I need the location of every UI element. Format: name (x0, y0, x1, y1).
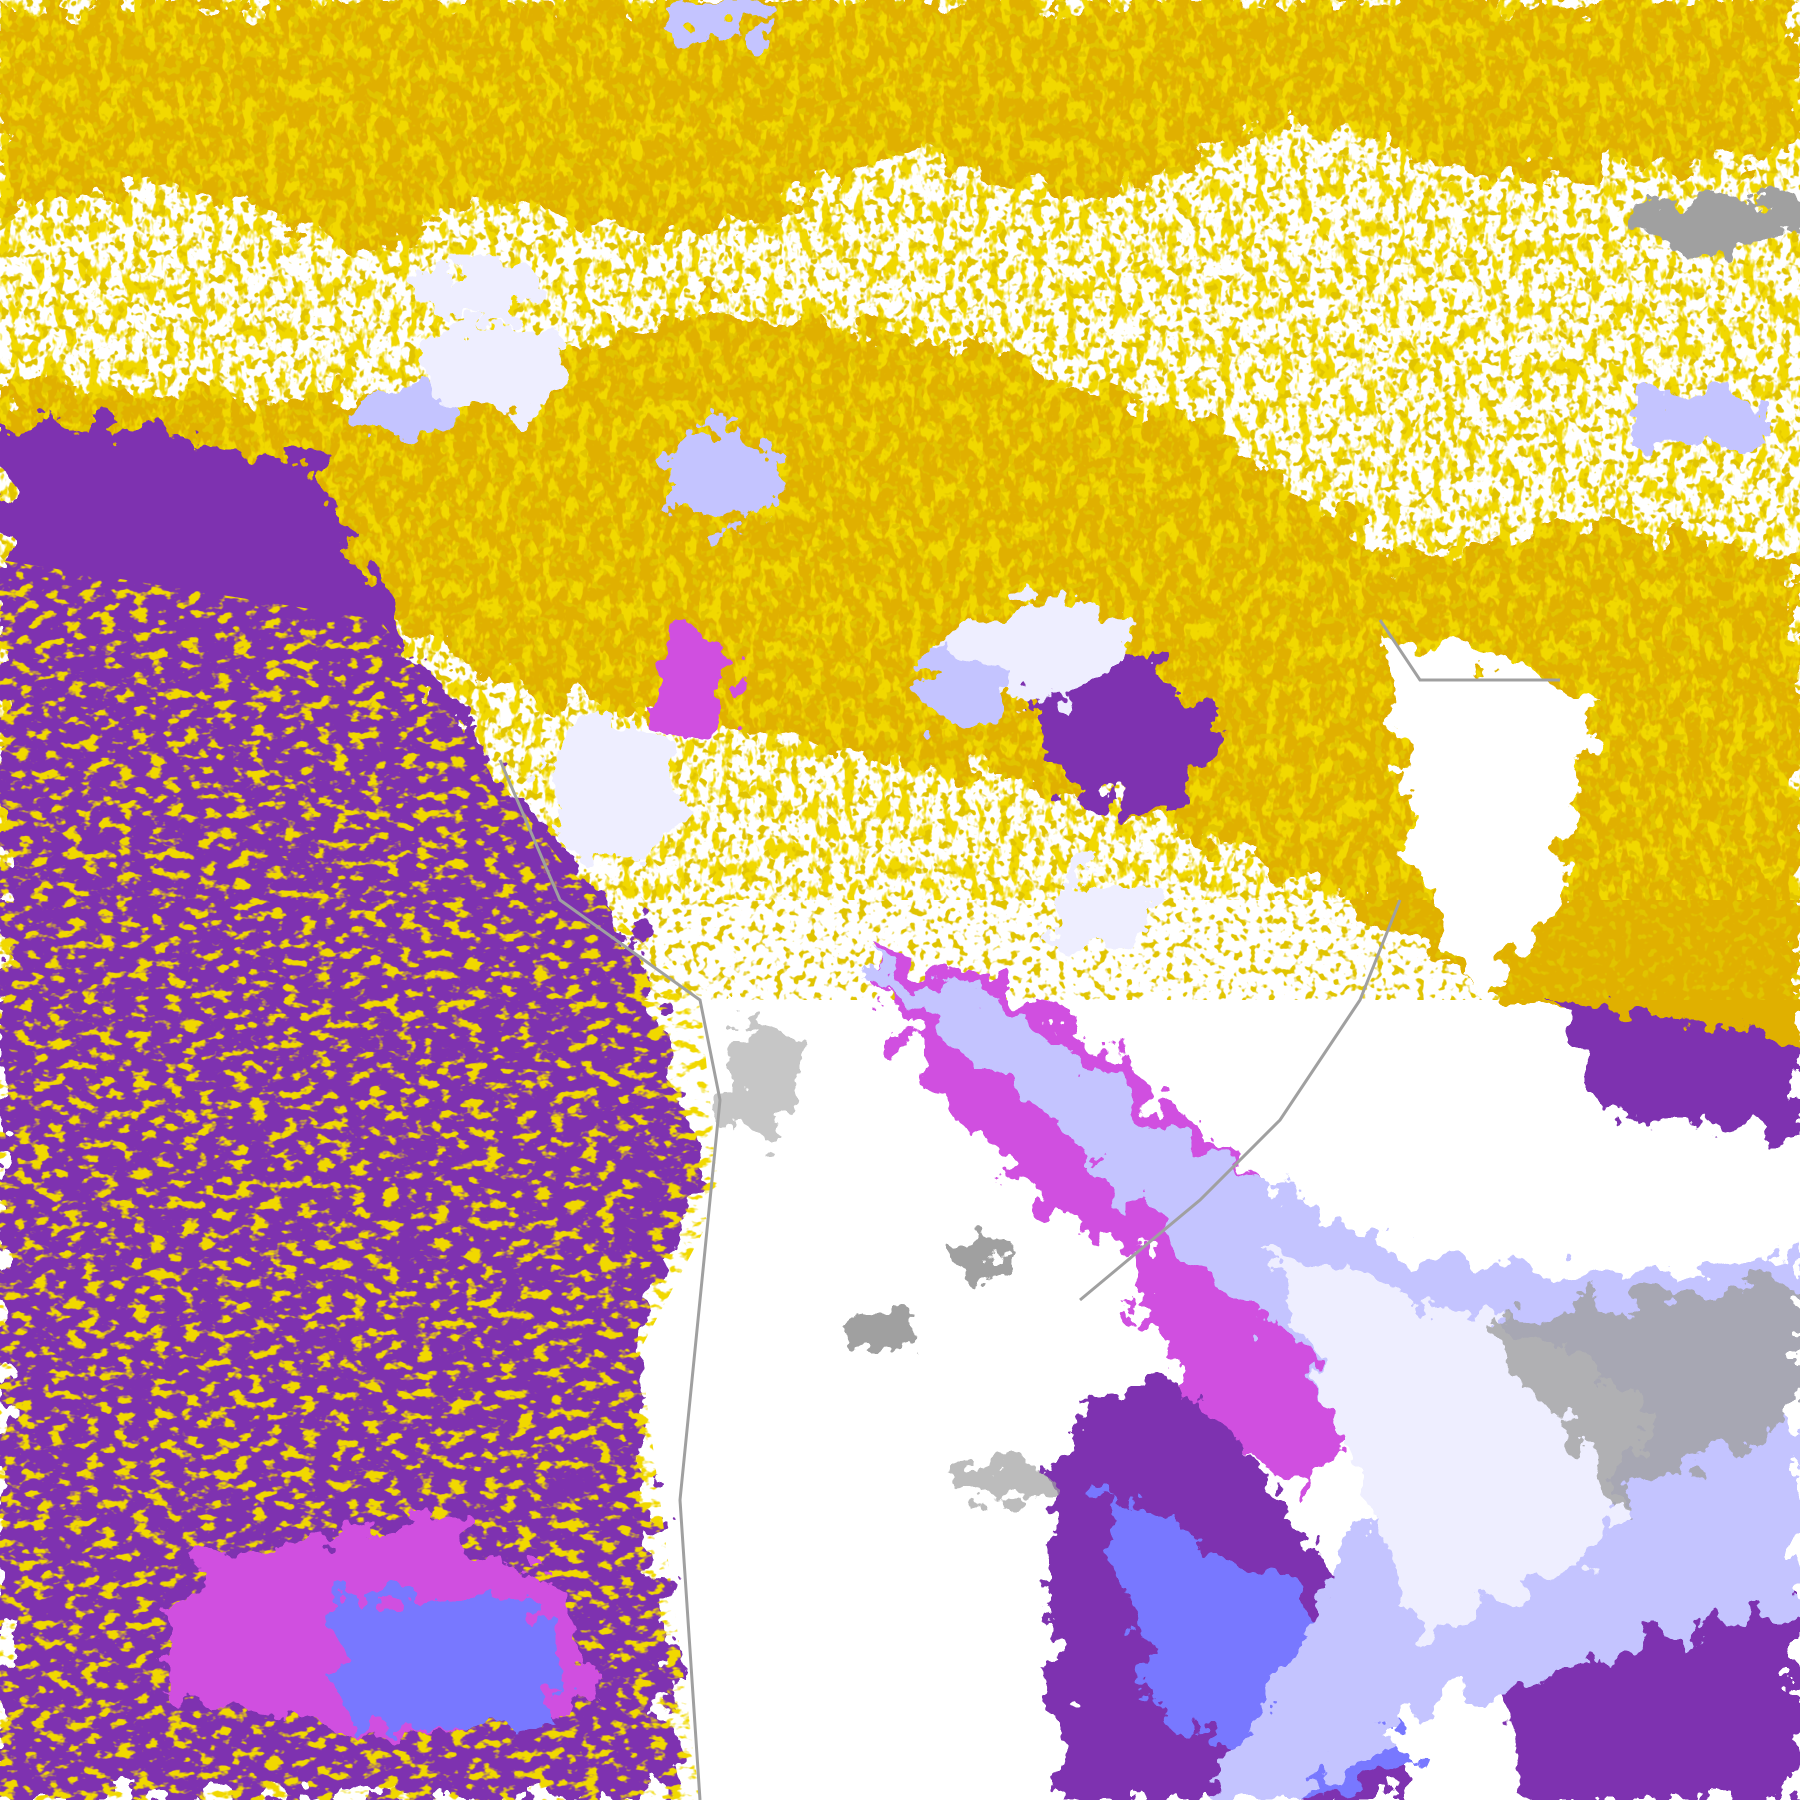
gray-low-cloud-patches (720, 1020, 1050, 1500)
clear-land-southern-cone (680, 640, 1600, 1720)
coastline (498, 619, 1560, 1800)
convective-cells (360, 2, 1800, 950)
deep-convection-south (160, 950, 1420, 1800)
frontal-cloud-band (860, 960, 1800, 1800)
